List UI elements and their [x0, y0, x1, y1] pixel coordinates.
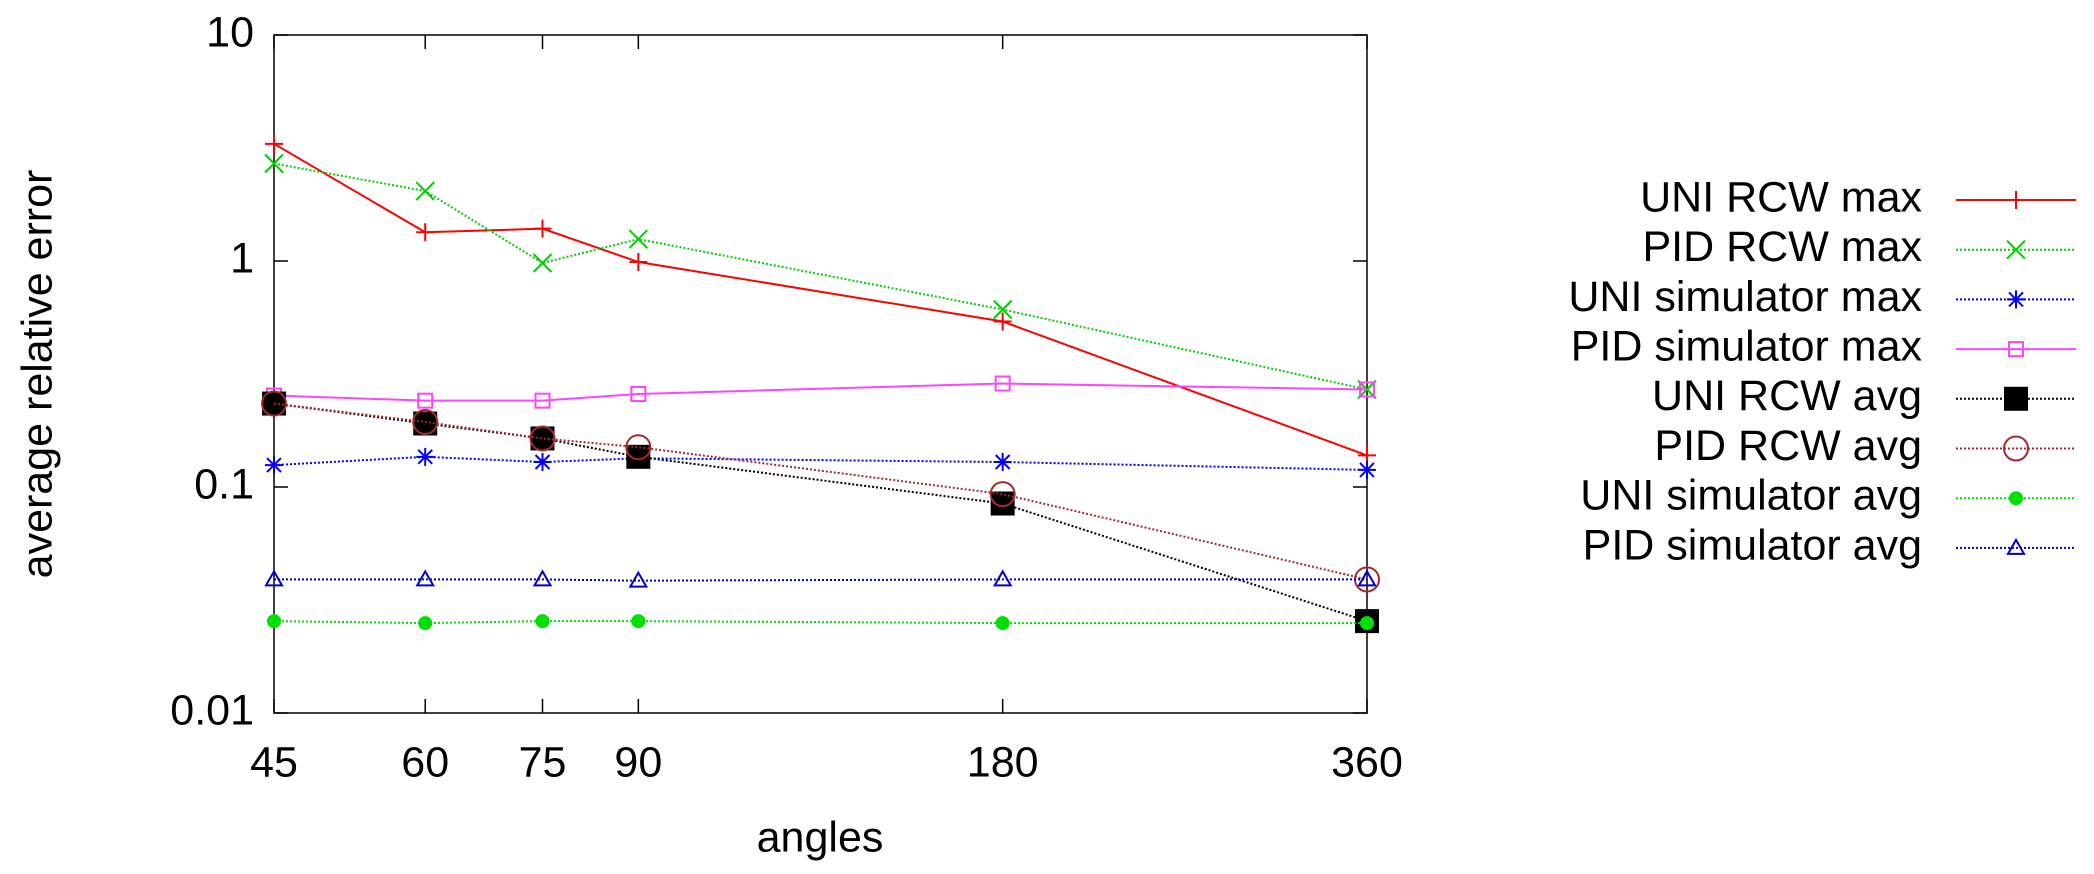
x-tick-label: 75 [519, 738, 567, 786]
marker [2007, 290, 2025, 309]
legend-label: UNI RCW max [1640, 173, 1922, 221]
marker [2003, 435, 2029, 462]
y-tick-label: 0.1 [194, 460, 254, 508]
series-line [274, 578, 1367, 582]
marker [264, 569, 284, 587]
y-tick-label: 0.01 [170, 686, 254, 734]
marker [412, 408, 439, 435]
marker [992, 299, 1013, 320]
marker [418, 616, 433, 631]
marker [530, 426, 555, 451]
legend-label: PID simulator max [1571, 322, 1923, 370]
legend-label: PID simulator avg [1583, 521, 1922, 569]
marker [990, 491, 1015, 516]
marker [2009, 491, 2023, 506]
marker [993, 312, 1012, 331]
marker [629, 252, 648, 271]
x-tick-label: 60 [401, 738, 449, 786]
y-tick-label: 1 [230, 234, 254, 282]
plot-frame [273, 34, 1368, 714]
marker [533, 453, 552, 472]
marker [993, 453, 1012, 472]
marker [2004, 386, 2028, 411]
series-line [273, 402, 1368, 581]
marker [261, 390, 287, 417]
marker [265, 456, 283, 475]
legend-label: PID RCW max [1643, 223, 1923, 271]
marker [1359, 381, 1375, 398]
marker [416, 447, 435, 466]
x-tick-label: 180 [967, 738, 1039, 786]
series-line [273, 455, 1368, 471]
marker [1357, 569, 1377, 587]
x-tick-label: 90 [614, 738, 662, 786]
x-axis-label: angles [757, 813, 884, 861]
y-tick-label: 10 [206, 8, 254, 56]
marker [529, 425, 556, 452]
marker [1358, 460, 1376, 479]
marker [989, 481, 1016, 508]
marker [2006, 239, 2026, 260]
marker [628, 570, 649, 588]
marker [267, 614, 281, 629]
series-line [273, 382, 1368, 402]
marker [625, 434, 652, 461]
marker [2008, 341, 2024, 358]
series-line [273, 620, 1367, 625]
marker [994, 375, 1011, 392]
legend-label: UNI RCW avg [1652, 372, 1922, 420]
marker [1360, 616, 1374, 631]
x-tick-label: 360 [1331, 738, 1403, 786]
marker [264, 153, 284, 174]
marker [626, 444, 651, 469]
legend-label: UNI simulator max [1568, 273, 1922, 321]
marker [533, 219, 552, 238]
marker [415, 569, 435, 587]
marker [535, 614, 550, 629]
marker [995, 616, 1010, 631]
marker [992, 569, 1013, 587]
marker [415, 181, 435, 201]
legend-label: UNI simulator avg [1580, 472, 1922, 520]
series-line [273, 402, 1368, 623]
marker [628, 229, 649, 249]
marker [2007, 191, 2025, 209]
marker [532, 253, 553, 273]
marker [532, 569, 553, 587]
marker [265, 134, 283, 153]
marker [630, 385, 647, 402]
marker [417, 392, 434, 409]
marker [631, 614, 646, 629]
marker [534, 392, 551, 409]
series-line [273, 142, 1368, 457]
marker [416, 223, 435, 242]
series-line [273, 162, 1368, 391]
x-tick-label: 45 [250, 738, 298, 786]
legend-label: PID RCW avg [1654, 422, 1922, 470]
marker [2006, 537, 2026, 555]
y-axis-label: average relative error [13, 170, 61, 579]
